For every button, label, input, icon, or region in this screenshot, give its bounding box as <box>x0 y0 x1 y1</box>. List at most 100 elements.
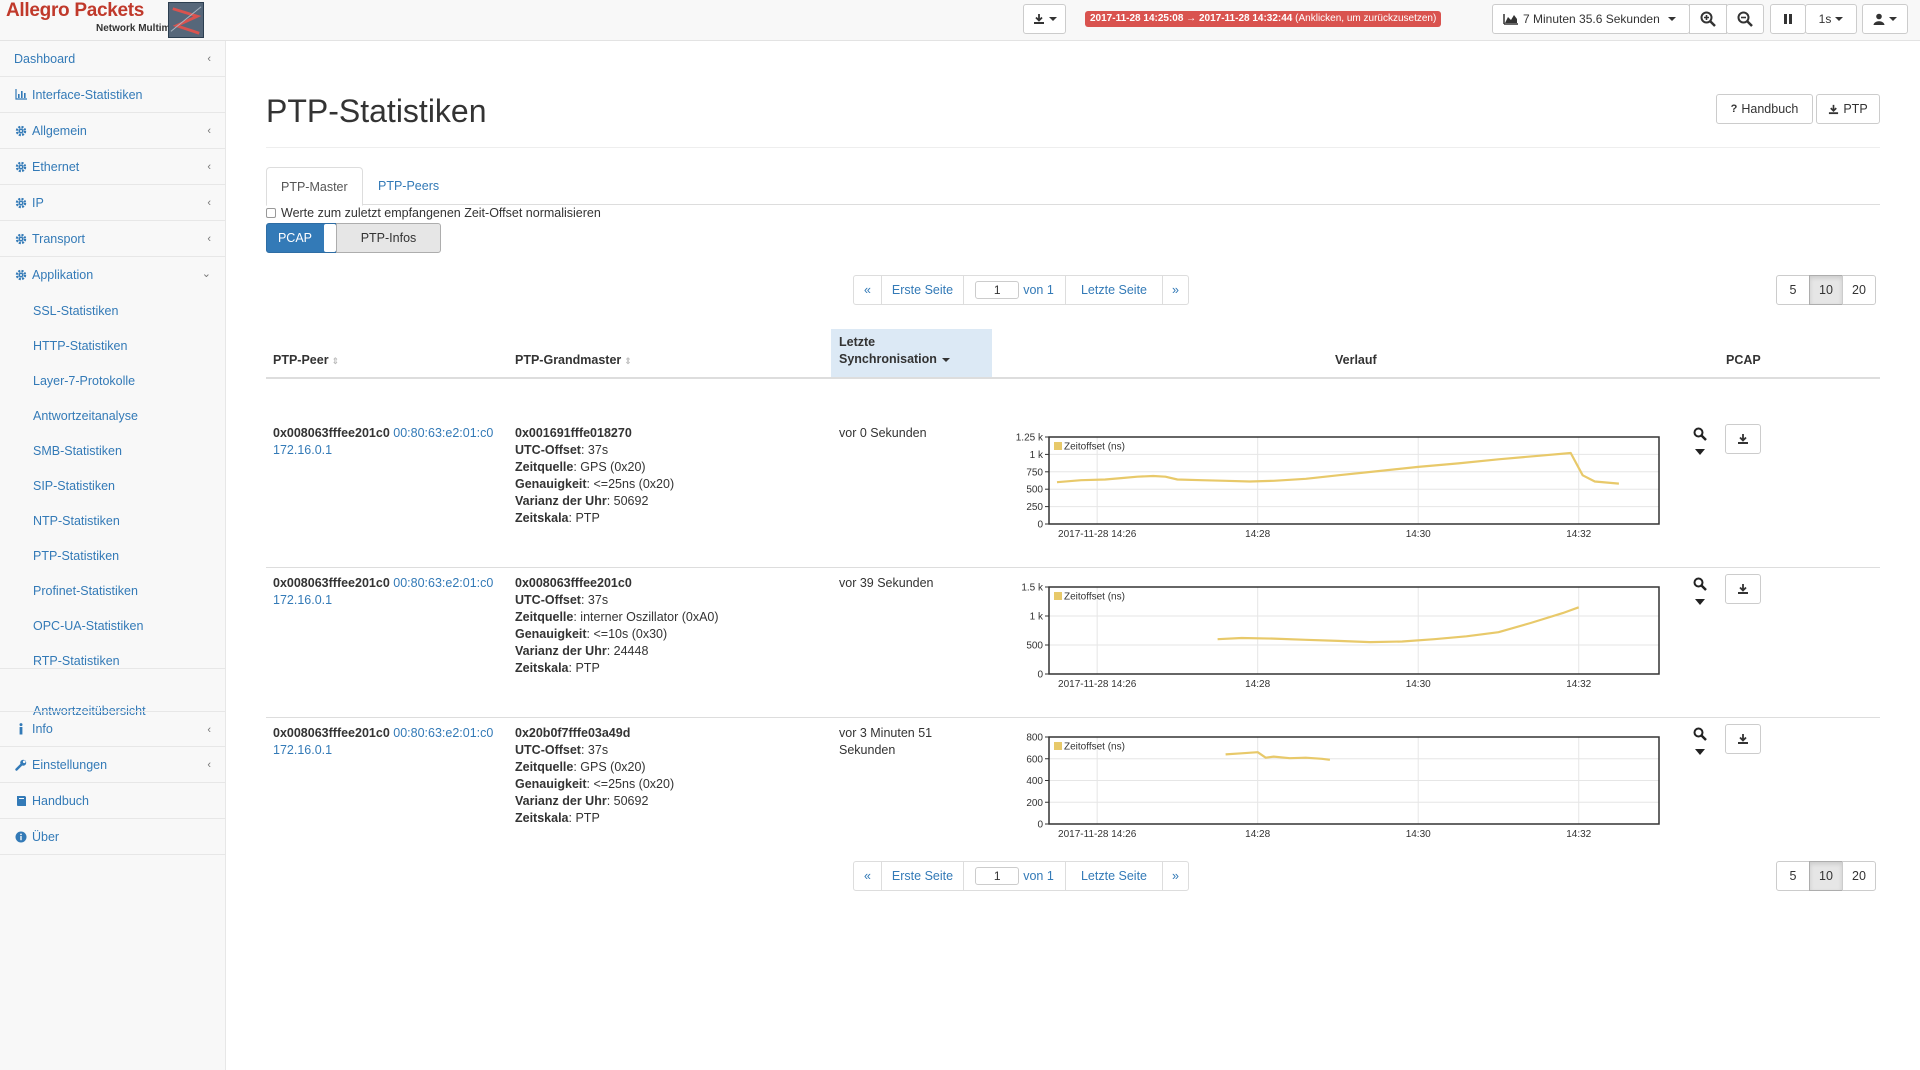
peer-mac-link[interactable]: 00:80:63:e2:01:c0 <box>393 576 494 590</box>
column-header-history: Verlauf <box>1335 353 1377 367</box>
sidebar-item-einstellungen[interactable]: Einstellungen ‹ <box>0 747 225 783</box>
sidebar-item-dashboard[interactable]: Dashboard ‹ <box>0 41 225 77</box>
wrench-icon <box>14 759 28 771</box>
sidebar-subitem[interactable]: Profinet-Statistiken <box>33 583 138 598</box>
peer-ip-link[interactable]: 172.16.0.1 <box>273 593 333 607</box>
ptp-download-button[interactable]: PTP <box>1816 94 1880 124</box>
duration-select-button[interactable]: 7 Minuten 35.6 Sekunden <box>1492 4 1690 34</box>
last-page-button[interactable]: Letzte Seite <box>1065 275 1163 305</box>
sidebar-subitem[interactable]: HTTP-Statistiken <box>33 338 128 353</box>
page-size-group-top: 5 10 20 <box>1776 275 1876 305</box>
sidebar-item-ip[interactable]: IP ‹ <box>0 185 225 221</box>
page-size-10[interactable]: 10 <box>1809 861 1843 891</box>
page-size-5[interactable]: 5 <box>1776 861 1810 891</box>
next-page-button[interactable]: » <box>1162 861 1189 891</box>
page-size-5[interactable]: 5 <box>1776 275 1810 305</box>
search-icon[interactable] <box>1693 577 1707 591</box>
normalize-checkbox[interactable] <box>266 208 276 218</box>
chevron-down-icon[interactable] <box>1693 745 1707 759</box>
sidebar-subitem-ptp[interactable]: PTP-Statistiken <box>33 548 120 563</box>
interval-label: 1s <box>1818 12 1832 26</box>
toggle-handle[interactable] <box>324 224 336 252</box>
sidebar-item-label: Über <box>32 829 60 844</box>
peer-ip-link[interactable]: 172.16.0.1 <box>273 743 333 757</box>
page-number-input[interactable] <box>975 281 1020 299</box>
x-tick-label: 14:28 <box>1245 529 1270 540</box>
pcap-ptpinfo-toggle[interactable]: PCAP PTP-Infos <box>266 223 441 253</box>
manual-button-label: Handbuch <box>1741 102 1799 116</box>
tab-ptp-master[interactable]: PTP-Master <box>266 167 363 206</box>
page-number-input[interactable] <box>975 867 1020 885</box>
prev-page-button[interactable]: « <box>853 275 882 305</box>
first-page-button[interactable]: Erste Seite <box>881 861 964 891</box>
sidebar-item-interface-stats[interactable]: Interface-Statistiken <box>0 77 225 113</box>
last-sync-cell: vor 3 Minuten 51 Sekunden <box>839 726 933 757</box>
sidebar-item-info[interactable]: Info ‹ <box>0 711 225 747</box>
sidebar-subitem[interactable]: Layer-7-Protokolle <box>33 373 136 388</box>
last-page-button[interactable]: Letzte Seite <box>1065 861 1163 891</box>
search-icon[interactable] <box>1693 427 1707 441</box>
prev-page-button[interactable]: « <box>853 861 882 891</box>
brand[interactable]: Allegro Packets Network Multimeter <box>4 0 204 40</box>
zoom-in-icon <box>1700 11 1716 27</box>
brand-logo-icon <box>168 2 204 38</box>
user-menu-button[interactable] <box>1862 4 1908 34</box>
sidebar-subitem[interactable]: RTP-Statistiken <box>33 653 120 668</box>
plot-frame <box>1048 586 1660 675</box>
page-size-20[interactable]: 20 <box>1842 861 1876 891</box>
sidebar-item-ethernet[interactable]: Ethernet ‹ <box>0 149 225 185</box>
sidebar-subitem[interactable]: Antwortzeitanalyse <box>33 408 138 423</box>
sidebar-subitem[interactable]: SIP-Statistiken <box>33 478 115 493</box>
search-icon[interactable] <box>1693 727 1707 741</box>
column-header-grandmaster[interactable]: PTP-Grandmaster ⇕ <box>515 353 632 367</box>
y-tick-label: 800 <box>1026 733 1043 744</box>
y-tick-label: 250 <box>1026 502 1043 513</box>
zoom-out-button[interactable] <box>1726 4 1764 34</box>
peer-id: 0x008063fffee201c0 <box>273 726 390 740</box>
sidebar-item-applikation[interactable]: Applikation ⌄ <box>0 257 225 293</box>
sidebar-subitem[interactable]: Antwortzeitübersicht <box>33 703 146 718</box>
interval-select-button[interactable]: 1s <box>1805 4 1857 34</box>
pcap-download-button[interactable] <box>1725 724 1761 754</box>
offset-history-chart[interactable]: 2017-11-28 14:26 14:28 14:30 14:32 0 500 1 k 1.… <box>994 571 1674 706</box>
brand-subtitle: Network Multimeter <box>96 23 189 34</box>
zoom-in-button[interactable] <box>1689 4 1727 34</box>
chevron-down-icon[interactable] <box>1693 445 1707 459</box>
page-size-10[interactable]: 10 <box>1809 275 1843 305</box>
download-menu-button[interactable] <box>1023 4 1066 34</box>
sidebar-item-allgemein[interactable]: Allgemein ‹ <box>0 113 225 149</box>
column-header-peer[interactable]: PTP-Peer ⇕ <box>273 353 340 367</box>
sidebar-item-handbuch[interactable]: Handbuch <box>0 783 225 819</box>
peer-cell: 0x008063fffee201c0 00:80:63:e2:01:c0 172.… <box>273 425 493 459</box>
sidebar-subitem[interactable]: SSL-Statistiken <box>33 303 119 318</box>
y-tick-label: 0 <box>1037 820 1043 831</box>
sidebar-subitem[interactable]: SMB-Statistiken <box>33 443 122 458</box>
time-range-reset-badge[interactable]: 2017-11-28 14:25:08 → 2017-11-28 14:32:4… <box>1085 11 1442 27</box>
sidebar-subitem[interactable]: OPC-UA-Statistiken <box>33 618 144 633</box>
next-page-button[interactable]: » <box>1162 275 1189 305</box>
grandmaster-cell: 0x008063fffee201c0 UTC-Offset: 37s Zeitque… <box>515 575 719 677</box>
offset-history-chart[interactable]: 2017-11-28 14:26 14:28 14:30 14:32 0 200 400 60… <box>994 721 1674 856</box>
pcap-download-button[interactable] <box>1725 574 1761 604</box>
sidebar-subitem[interactable]: NTP-Statistiken <box>33 513 120 528</box>
x-tick-label: 14:30 <box>1406 529 1431 540</box>
x-tick-label: 14:28 <box>1245 829 1270 840</box>
column-header-last-sync[interactable]: Letzte Synchronisation <box>831 329 992 377</box>
chevron-down-icon[interactable] <box>1693 595 1707 609</box>
sidebar-item-label: Applikation <box>32 268 94 282</box>
offset-history-chart[interactable]: 2017-11-28 14:26 14:28 14:30 14:32 0 250 500 75… <box>994 421 1674 556</box>
manual-button[interactable]: ? Handbuch <box>1716 94 1813 124</box>
grandmaster-cell: 0x001691fffe018270 UTC-Offset: 37s Zeitque… <box>515 425 674 527</box>
first-page-button[interactable]: Erste Seite <box>881 275 964 305</box>
normalize-option[interactable]: Werte zum zuletzt empfangenen Zeit-Offse… <box>266 206 601 220</box>
peer-mac-link[interactable]: 00:80:63:e2:01:c0 <box>393 426 494 440</box>
tab-ptp-peers[interactable]: PTP-Peers <box>378 179 440 193</box>
peer-ip-link[interactable]: 172.16.0.1 <box>273 443 333 457</box>
pause-button[interactable] <box>1770 4 1806 34</box>
chevron-left-icon: ‹ <box>207 125 211 137</box>
sidebar-item-transport[interactable]: Transport ‹ <box>0 221 225 257</box>
sidebar-item-ueber[interactable]: Über <box>0 819 225 855</box>
pcap-download-button[interactable] <box>1725 424 1761 454</box>
peer-mac-link[interactable]: 00:80:63:e2:01:c0 <box>393 726 494 740</box>
page-size-20[interactable]: 20 <box>1842 275 1876 305</box>
